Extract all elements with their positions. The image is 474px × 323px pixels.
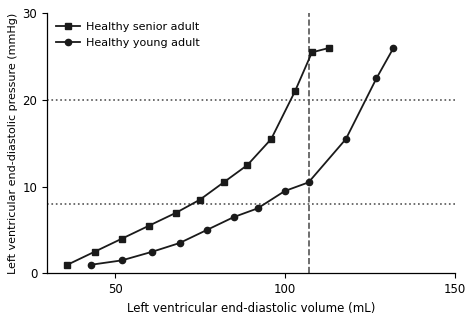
Healthy senior adult	[119, 237, 125, 241]
Line: Healthy senior adult: Healthy senior adult	[64, 45, 332, 268]
Healthy young adult	[231, 215, 237, 219]
Healthy young adult	[204, 228, 210, 232]
Healthy young adult	[177, 241, 182, 245]
Healthy senior adult	[292, 89, 298, 93]
Healthy senior adult	[64, 263, 70, 267]
Healthy young adult	[306, 181, 311, 184]
Healthy young adult	[391, 46, 396, 50]
Healthy senior adult	[197, 198, 203, 202]
Healthy senior adult	[221, 181, 227, 184]
Healthy senior adult	[326, 46, 332, 50]
Legend: Healthy senior adult, Healthy young adult: Healthy senior adult, Healthy young adul…	[53, 19, 203, 51]
Healthy senior adult	[146, 224, 152, 228]
Healthy young adult	[119, 258, 125, 262]
Healthy senior adult	[245, 163, 250, 167]
Healthy young adult	[282, 189, 288, 193]
X-axis label: Left ventricular end-diastolic volume (mL): Left ventricular end-diastolic volume (m…	[127, 302, 375, 315]
Healthy senior adult	[268, 137, 274, 141]
Healthy young adult	[149, 250, 155, 254]
Healthy young adult	[88, 263, 94, 267]
Y-axis label: Left ventricular end-diastolic pressure (mmHg): Left ventricular end-diastolic pressure …	[9, 13, 18, 274]
Healthy senior adult	[309, 50, 315, 54]
Healthy senior adult	[173, 211, 179, 215]
Healthy young adult	[255, 206, 260, 210]
Healthy young adult	[374, 77, 379, 80]
Line: Healthy young adult: Healthy young adult	[88, 45, 397, 268]
Healthy young adult	[343, 137, 349, 141]
Healthy senior adult	[92, 250, 98, 254]
